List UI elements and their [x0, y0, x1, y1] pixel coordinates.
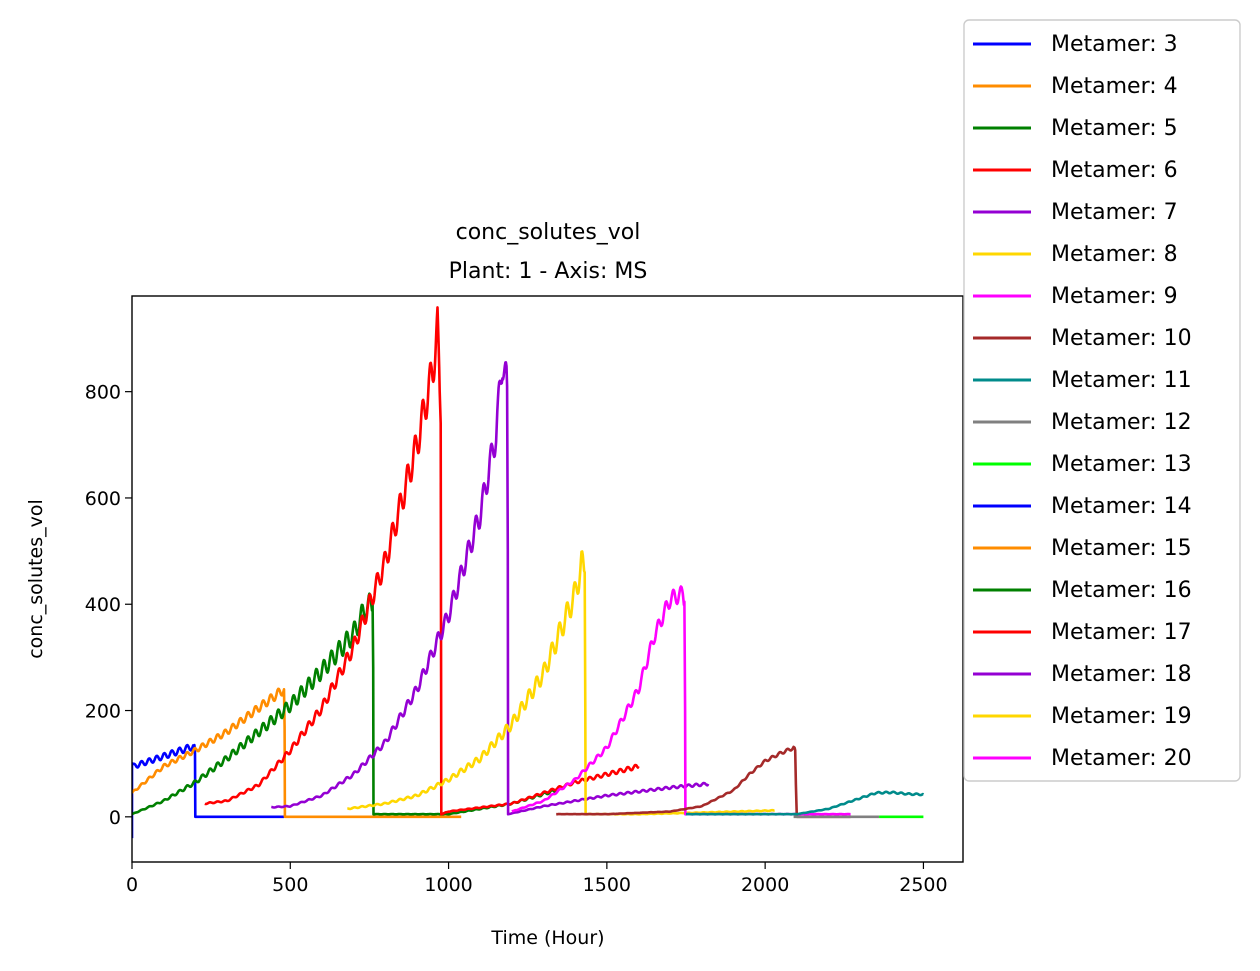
series-line-metamer-4	[132, 687, 462, 819]
x-axis-label: Time (Hour)	[490, 927, 604, 949]
y-tick-label: 400	[85, 594, 121, 616]
legend-label: Metamer: 17	[1051, 620, 1192, 645]
y-tick-label: 200	[85, 701, 121, 723]
series-line-metamer-11	[685, 790, 925, 816]
legend-label: Metamer: 15	[1051, 536, 1192, 561]
x-tick-label: 2500	[899, 874, 947, 896]
series-line-metamer-9	[511, 585, 852, 816]
x-tick-label: 2000	[741, 874, 789, 896]
legend-label: Metamer: 12	[1051, 410, 1192, 435]
legend-label: Metamer: 13	[1051, 452, 1192, 477]
legend-label: Metamer: 16	[1051, 578, 1192, 603]
chart-title: conc_solutes_vol	[456, 220, 641, 245]
series-line-metamer-7	[270, 361, 710, 816]
legend: Metamer: 3 Metamer: 4 Metamer: 5 Metamer: 6…	[963, 19, 1241, 782]
legend-label: Metamer: 18	[1051, 662, 1192, 687]
x-tick-label: 500	[272, 874, 308, 896]
legend-label: Metamer: 5	[1051, 116, 1178, 141]
legend-label: Metamer: 8	[1051, 242, 1178, 267]
y-axis-label: conc_solutes_vol	[25, 499, 47, 659]
legend-label: Metamer: 3	[1051, 32, 1178, 57]
x-tick-label: 1000	[424, 874, 472, 896]
legend-label: Metamer: 19	[1051, 704, 1192, 729]
y-tick-label: 600	[85, 488, 121, 510]
series-layer	[132, 306, 925, 839]
legend-frame	[963, 19, 1241, 782]
legend-label: Metamer: 9	[1051, 284, 1178, 309]
y-tick-label: 800	[85, 382, 121, 404]
x-axis: 0 500 1000 1500 2000 2500	[126, 862, 948, 896]
y-tick-label: 0	[109, 807, 121, 829]
legend-label: Metamer: 4	[1051, 74, 1178, 99]
x-tick-label: 1500	[583, 874, 631, 896]
series-line-metamer-6	[204, 306, 640, 816]
legend-label: Metamer: 10	[1051, 326, 1192, 351]
series-line-metamer-3	[132, 743, 285, 839]
plot-frame	[131, 295, 964, 863]
legend-label: Metamer: 14	[1051, 494, 1192, 519]
series-line-metamer-8	[346, 550, 776, 816]
y-axis: 0 200 400 600 800	[85, 382, 132, 829]
plot-area	[131, 295, 964, 863]
legend-label: Metamer: 11	[1051, 368, 1192, 393]
x-tick-label: 0	[126, 874, 138, 896]
legend-label: Metamer: 20	[1051, 746, 1192, 771]
legend-label: Metamer: 7	[1051, 200, 1178, 225]
chart-subtitle: Plant: 1 - Axis: MS	[449, 259, 648, 284]
legend-label: Metamer: 6	[1051, 158, 1178, 183]
